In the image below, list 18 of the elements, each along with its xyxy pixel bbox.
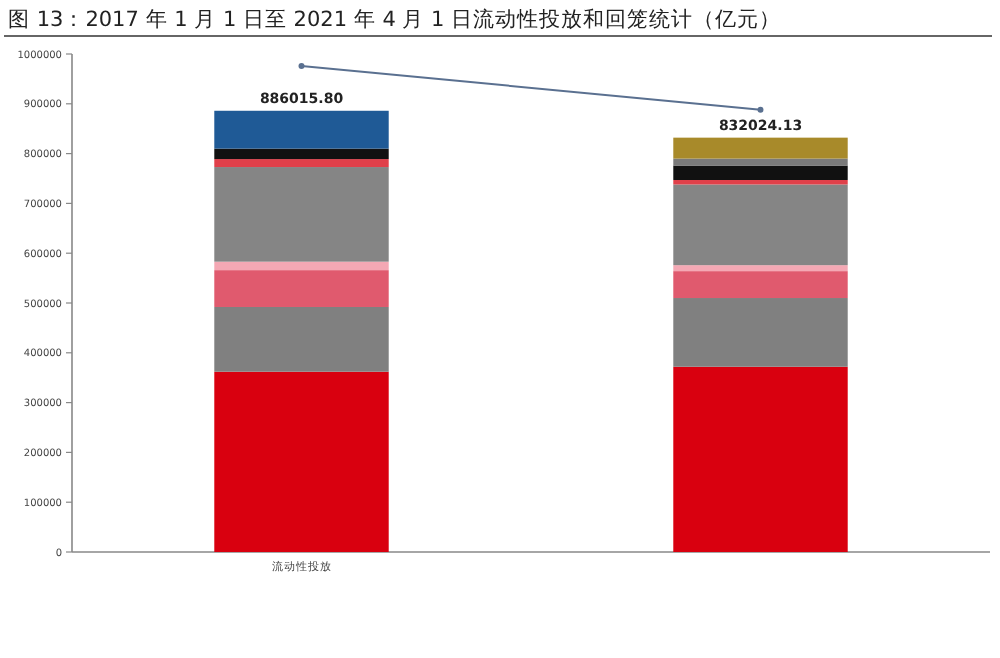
bar (673, 158, 848, 166)
bar (214, 306, 389, 372)
bar (214, 270, 389, 307)
chart-title: 图 13：2017 年 1 月 1 日至 2021 年 4 月 1 日流动性投放和回笼统计（亿元） (8, 6, 782, 32)
bar (673, 179, 848, 185)
bar (214, 159, 389, 168)
bar (673, 298, 848, 367)
bar (673, 165, 848, 180)
bar (673, 184, 848, 266)
bar (673, 137, 848, 159)
bar (673, 271, 848, 299)
bar (214, 110, 389, 149)
bar (214, 261, 389, 271)
bar (673, 366, 848, 552)
bar (214, 371, 389, 552)
bar (673, 265, 848, 272)
bar (214, 148, 389, 160)
bar (214, 167, 389, 262)
